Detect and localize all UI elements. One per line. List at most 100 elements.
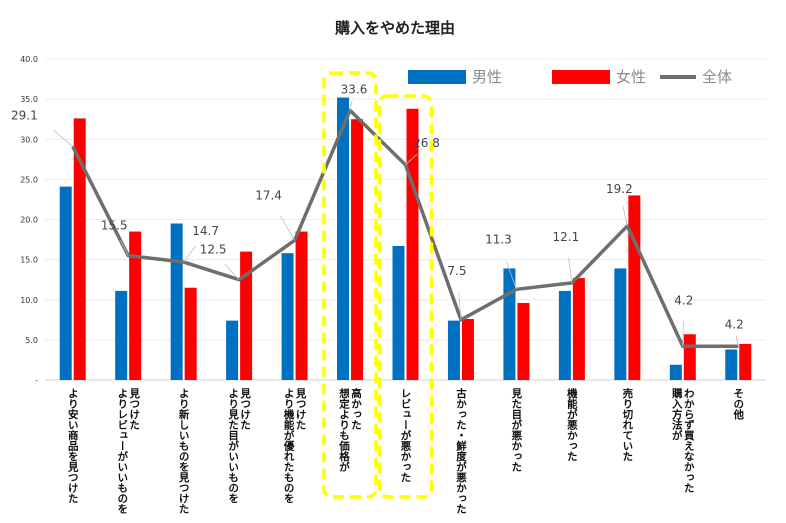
y-tick-label: 25.0 [20,175,38,184]
data-label: 29.1 [11,108,38,122]
bar-female [129,231,142,380]
x-tick-line: よりレビューがいいものを [116,388,128,514]
y-tick-label: 20.0 [20,216,38,225]
data-label: 26.8 [413,136,440,150]
x-axis-labels: より安い商品を見つけた よりレビューがいいものを 見つけた より新しいものを見つけたよ… [67,387,745,514]
y-tick-label: 40.0 [20,55,38,64]
bar-male [614,268,627,380]
bar-female [628,195,641,380]
x-tick-line: 想定よりも価格が [338,387,350,473]
x-tick-line: レビューが悪かった [400,388,412,483]
legend-label: 男性 [472,68,502,86]
data-label: 17.4 [255,188,282,202]
y-tick-label: 15.0 [20,256,38,265]
x-tick-label: 機能が悪かった [566,387,578,461]
x-tick-line: 見つけた [295,388,307,430]
highlight-box [377,94,434,499]
bar-male [392,245,405,380]
bar-female [240,251,253,380]
x-tick-line: 高かった [350,387,362,430]
highlight-boxes [322,71,434,499]
x-tick-line: 売り切れていた [621,387,633,461]
data-label-leader [120,239,129,256]
x-tick-line: より安い商品を見つけた [67,388,79,504]
data-label: 33.6 [341,82,368,96]
bar-male [669,364,682,380]
data-label-leader [735,335,739,347]
data-label: 14.7 [192,224,219,238]
data-label: 11.3 [485,232,512,246]
bar-female [461,319,474,380]
data-label-leader [506,261,517,290]
x-tick-label: その他 [732,388,744,420]
x-tick-line: わからず買えなかった [683,388,695,493]
data-label-leader [622,206,628,227]
bar-male [281,253,294,380]
y-tick-label: 5.0 [25,336,38,345]
bar-female [572,278,585,380]
legend: 男性 女性 全体 [408,68,732,86]
x-tick-label: より安い商品を見つけた [67,388,79,504]
data-label-leader [458,292,462,320]
data-label-leader [279,215,295,241]
bar-female [184,287,197,380]
bar-male [59,186,72,380]
gridlines [45,58,766,381]
x-tick-label: 古かった・鮮度が悪かった [455,387,467,514]
legend-swatch [408,70,466,84]
line-series: 29.1 15.5 14.7 12.5 17.4 33.6 26.8 7.5 11.3 12.1 1… [11,82,744,349]
x-tick-line: より見た目がいいものを [227,388,239,504]
highlight-box [322,71,378,499]
bar-male [503,268,516,380]
data-label: 4.2 [725,317,744,331]
data-label: 12.1 [553,230,580,244]
data-label-leader [349,100,353,111]
data-label-leader [682,321,684,347]
x-tick-line: 見つけた [128,388,140,430]
bar-female [739,343,752,380]
data-label-leader [224,263,240,280]
chart-title: 購入をやめた理由 [334,19,455,37]
x-tick-label: 見た目が悪かった [510,388,522,472]
legend-label: 全体 [702,68,732,86]
bar-male [558,290,571,380]
data-label: 19.2 [606,182,633,196]
bar-male [226,320,239,380]
x-tick-line: 見た目が悪かった [510,388,522,472]
x-tick-label: 想定よりも価格が 高かった [338,387,362,473]
bar-female [295,231,308,380]
bar-female [517,302,530,380]
bar-female [351,119,364,380]
y-tick-label: - [35,376,38,385]
data-label: 7.5 [447,264,466,278]
data-label: 12.5 [200,243,227,257]
bar-series [59,97,752,381]
x-tick-line: より新しいものを見つけた [178,388,190,514]
data-label-leader [568,257,573,283]
data-label-leader [405,153,418,166]
bar-male [337,97,350,381]
y-tick-label: 10.0 [20,296,38,305]
x-tick-label: より機能が優れたものを 見つけた [283,388,307,504]
x-tick-label: より見た目がいいものを 見つけた [227,388,251,504]
x-tick-label: 売り切れていた [621,387,633,461]
data-label: 15.5 [101,219,128,233]
data-label: 4.2 [674,293,693,307]
data-label-leader [183,245,197,263]
bar-male [725,349,738,380]
x-tick-label: より新しいものを見つけた [178,388,190,514]
x-tick-line: より機能が優れたものを [283,388,295,504]
legend-label: 女性 [616,68,646,86]
x-tick-label: よりレビューがいいものを 見つけた [116,388,140,514]
legend-swatch [552,70,610,84]
x-tick-line: その他 [732,388,744,420]
bar-female [73,118,86,380]
y-axis: - 5.0 10.0 15.0 20.0 25.0 30.0 35.0 40.0 [20,55,38,385]
y-tick-label: 30.0 [20,135,38,144]
x-tick-line: 見つけた [239,388,251,430]
x-tick-label: レビューが悪かった [400,388,412,483]
bar-female [683,334,696,380]
bar-male [170,223,183,380]
bar-male [447,320,460,380]
